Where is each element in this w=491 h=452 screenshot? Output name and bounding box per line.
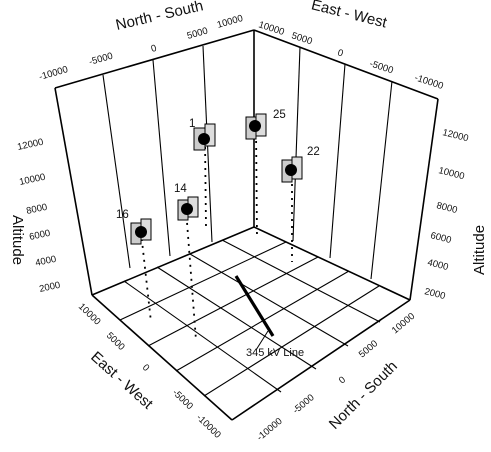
power-line-label: 345 kV Line <box>246 347 304 359</box>
tick-label: 8000 <box>435 200 458 216</box>
balloon-label: 22 <box>307 146 320 158</box>
tick-label: 10000 <box>76 301 103 327</box>
tick-label: 10000 <box>18 172 46 188</box>
top-right-ticks: 10000 5000 0 -5000 -10000 <box>257 19 445 92</box>
balloon-label: 25 <box>273 109 286 121</box>
tick-label: 2000 <box>38 280 61 295</box>
tick-label: 5000 <box>186 25 209 41</box>
tick-label: 5000 <box>104 330 127 353</box>
tick-label: 4000 <box>34 254 57 269</box>
top-left-edge <box>54 29 255 89</box>
balloon-marker <box>249 120 261 132</box>
tick-label: 6000 <box>28 228 51 243</box>
balloon-label: 1 <box>189 118 195 130</box>
balloon-marker <box>198 133 210 145</box>
tick-label: 0 <box>336 47 344 59</box>
tick-label: 2000 <box>423 286 446 302</box>
balloon-14: 14 <box>174 183 199 221</box>
balloon-marker <box>181 203 193 215</box>
left-outer-edge <box>54 87 93 296</box>
balloon-marker <box>285 164 297 176</box>
bottom-right-axis-title: North - South <box>326 358 401 433</box>
tick-label: -10000 <box>413 72 445 92</box>
floor-grid <box>119 239 381 397</box>
tick-label: 10000 <box>257 19 286 38</box>
power-line-leader <box>255 330 269 351</box>
power-line <box>234 275 275 337</box>
tick-label: 12000 <box>16 137 44 153</box>
left-axis-title: Altitude <box>9 215 26 265</box>
tick-label: -10000 <box>38 64 69 83</box>
tick-label: 5000 <box>357 338 380 360</box>
balloon-1: 1 <box>189 118 216 151</box>
tick-label: -5000 <box>170 387 195 412</box>
balloon-marker <box>135 226 147 238</box>
tick-label: -10000 <box>194 412 223 440</box>
back-wall-grid <box>102 45 393 280</box>
balloon-22: 22 <box>281 146 320 183</box>
right-axis-title: Altitude <box>471 225 488 275</box>
right-outer-edge <box>409 98 439 301</box>
tick-label: 10000 <box>437 165 465 182</box>
tick-label: 0 <box>337 374 348 386</box>
tick-label: -5000 <box>291 392 317 416</box>
tick-label: 4000 <box>426 257 449 273</box>
bottom-left-ticks: 10000 5000 0 -5000 -10000 <box>76 301 223 440</box>
balloon-25: 25 <box>245 109 286 140</box>
balloon-16: 16 <box>116 209 152 245</box>
tick-label: 10000 <box>216 13 244 31</box>
balloon-label: 14 <box>174 183 187 195</box>
top-right-axis-title: East - West <box>309 0 389 32</box>
tick-label: 0 <box>150 43 158 55</box>
left-altitude-ticks: 2000 4000 6000 8000 10000 12000 <box>16 137 61 295</box>
tick-label: 6000 <box>429 230 452 246</box>
tick-label: -10000 <box>255 416 285 443</box>
tick-label: 0 <box>140 362 151 374</box>
balloon-label: 16 <box>116 209 129 221</box>
tick-label: 8000 <box>25 202 48 217</box>
drop-lines <box>140 126 293 341</box>
bottom-left-axis-title: East - West <box>87 348 156 413</box>
floor-outline <box>91 226 411 421</box>
right-altitude-ticks: 2000 4000 6000 8000 10000 12000 <box>423 127 469 302</box>
tick-label: -5000 <box>88 51 114 68</box>
top-right-edge <box>253 29 439 100</box>
tick-label: 12000 <box>441 127 469 144</box>
tick-label: 10000 <box>390 311 417 336</box>
